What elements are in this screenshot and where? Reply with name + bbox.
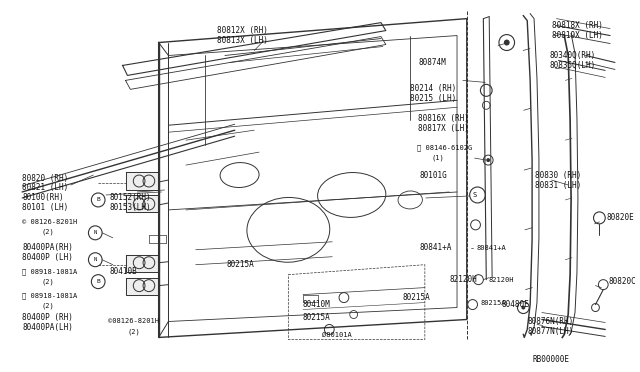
Text: 80480E: 80480E (502, 300, 530, 309)
Text: 80215 (LH): 80215 (LH) (410, 94, 456, 103)
Text: 80215A: 80215A (403, 293, 430, 302)
Text: 80101G: 80101G (420, 170, 448, 180)
Text: 80820C: 80820C (608, 277, 636, 286)
Text: N: N (93, 257, 97, 262)
Text: 80877N(LH): 80877N(LH) (527, 327, 573, 336)
Polygon shape (125, 195, 159, 212)
Text: (1): (1) (431, 155, 444, 161)
Text: 80215A: 80215A (481, 299, 506, 305)
Text: 80410B: 80410B (110, 267, 138, 276)
Text: Ⓢ 08146-6102G: Ⓢ 08146-6102G (417, 145, 472, 151)
Text: S: S (472, 192, 477, 198)
Text: Ⓝ 08918-1081A: Ⓝ 08918-1081A (22, 268, 77, 275)
Text: 80400P (RH): 80400P (RH) (22, 313, 73, 322)
Text: (2): (2) (42, 302, 54, 309)
Circle shape (504, 39, 509, 45)
Text: (2): (2) (127, 328, 140, 335)
Text: 80819X (LH): 80819X (LH) (552, 31, 602, 40)
Text: 80812X (RH): 80812X (RH) (217, 26, 268, 35)
Polygon shape (125, 278, 159, 295)
Text: 80215A: 80215A (227, 260, 255, 269)
Text: 80874M: 80874M (418, 58, 446, 67)
Text: 80835Q(LH): 80835Q(LH) (550, 61, 596, 70)
Text: 82120H: 82120H (449, 275, 477, 284)
Text: B: B (97, 198, 100, 202)
Text: 80152(RH): 80152(RH) (110, 193, 152, 202)
Text: 80820 (RH): 80820 (RH) (22, 173, 68, 183)
Text: 80410M: 80410M (303, 300, 331, 309)
Text: RB00000E: RB00000E (532, 355, 569, 364)
Text: 80101 (LH): 80101 (LH) (22, 203, 68, 212)
Text: 80816X (RH): 80816X (RH) (418, 114, 469, 123)
Text: 80813X (LH): 80813X (LH) (217, 36, 268, 45)
Text: (2): (2) (42, 228, 54, 235)
Text: 80400PA(LH): 80400PA(LH) (22, 323, 73, 332)
Text: 80400PA(RH): 80400PA(RH) (22, 243, 73, 252)
Text: 80830 (RH): 80830 (RH) (535, 170, 581, 180)
Text: 80831 (LH): 80831 (LH) (535, 180, 581, 189)
Text: 80215A: 80215A (303, 313, 331, 322)
Text: © 08126-8201H: © 08126-8201H (22, 219, 77, 225)
Text: (2): (2) (42, 278, 54, 285)
Text: 80100(RH): 80100(RH) (22, 193, 64, 202)
Text: 80841+A: 80841+A (420, 243, 452, 252)
Text: 80153(LH): 80153(LH) (110, 203, 152, 212)
Text: 80841+A: 80841+A (477, 245, 506, 251)
Text: 80818X (RH): 80818X (RH) (552, 21, 602, 30)
Text: Ⓝ 08918-1081A: Ⓝ 08918-1081A (22, 292, 77, 299)
Circle shape (522, 305, 525, 310)
Text: 80820E: 80820E (606, 214, 634, 222)
Text: 80214 (RH): 80214 (RH) (410, 84, 456, 93)
Text: 80821 (LH): 80821 (LH) (22, 183, 68, 192)
Text: B: B (97, 279, 100, 284)
Text: 80876N(RH): 80876N(RH) (527, 317, 573, 326)
Polygon shape (125, 172, 159, 190)
Text: 80817X (LH): 80817X (LH) (418, 124, 469, 133)
Text: ©08126-8201H: ©08126-8201H (108, 318, 159, 324)
Text: 80400P (LH): 80400P (LH) (22, 253, 73, 262)
Text: 82120H: 82120H (488, 277, 514, 283)
Polygon shape (125, 255, 159, 272)
Text: 80340Q(RH): 80340Q(RH) (550, 51, 596, 60)
Circle shape (486, 158, 490, 162)
Text: Ø80101A: Ø80101A (323, 331, 352, 337)
Text: N: N (93, 230, 97, 235)
